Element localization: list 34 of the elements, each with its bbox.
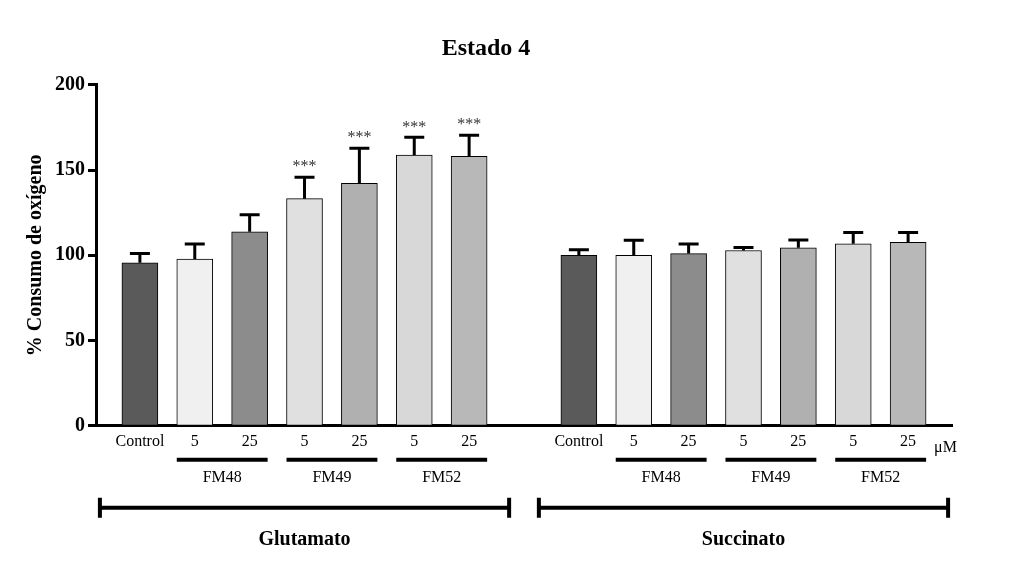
y-tick-label: 200 <box>55 71 85 94</box>
text: μM <box>934 438 957 456</box>
y-tick-label: 50 <box>65 327 85 350</box>
chart-title: Estado 4 <box>441 33 531 60</box>
x-tick-label: Control <box>554 431 604 449</box>
x-tick-label: 5 <box>410 431 419 449</box>
text: FM49 <box>751 468 791 485</box>
text: FM48 <box>202 468 242 485</box>
y-tick-label: 100 <box>55 242 85 265</box>
y-axis-title: % Consumo de oxígeno <box>23 154 47 357</box>
text: FM48 <box>641 468 681 485</box>
x-tick-label: 25 <box>351 431 368 449</box>
x-tick-label: 5 <box>190 431 199 449</box>
x-tick-label: 5 <box>849 431 858 449</box>
x-tick-label: 5 <box>739 431 748 449</box>
x-tick-label: Control <box>115 431 165 449</box>
text: Glutamato <box>258 526 351 549</box>
text: FM49 <box>312 468 352 485</box>
text: FM52 <box>861 468 901 485</box>
x-tick-label: 25 <box>790 431 807 449</box>
x-tick-label: 25 <box>461 431 478 449</box>
y-tick-label: 150 <box>55 157 85 180</box>
x-tick-label: 25 <box>900 431 917 449</box>
text: FM52 <box>422 468 462 485</box>
x-tick-label: 5 <box>629 431 638 449</box>
x-tick-label: 5 <box>300 431 309 449</box>
y-tick-label: 0 <box>75 412 85 435</box>
text: Succinato <box>701 526 786 549</box>
x-tick-label: 25 <box>241 431 258 449</box>
data-label: *** <box>347 128 372 146</box>
data-label: *** <box>402 117 427 135</box>
x-tick-label: 25 <box>680 431 697 449</box>
data-label: *** <box>292 157 317 175</box>
data-label: *** <box>457 115 482 133</box>
